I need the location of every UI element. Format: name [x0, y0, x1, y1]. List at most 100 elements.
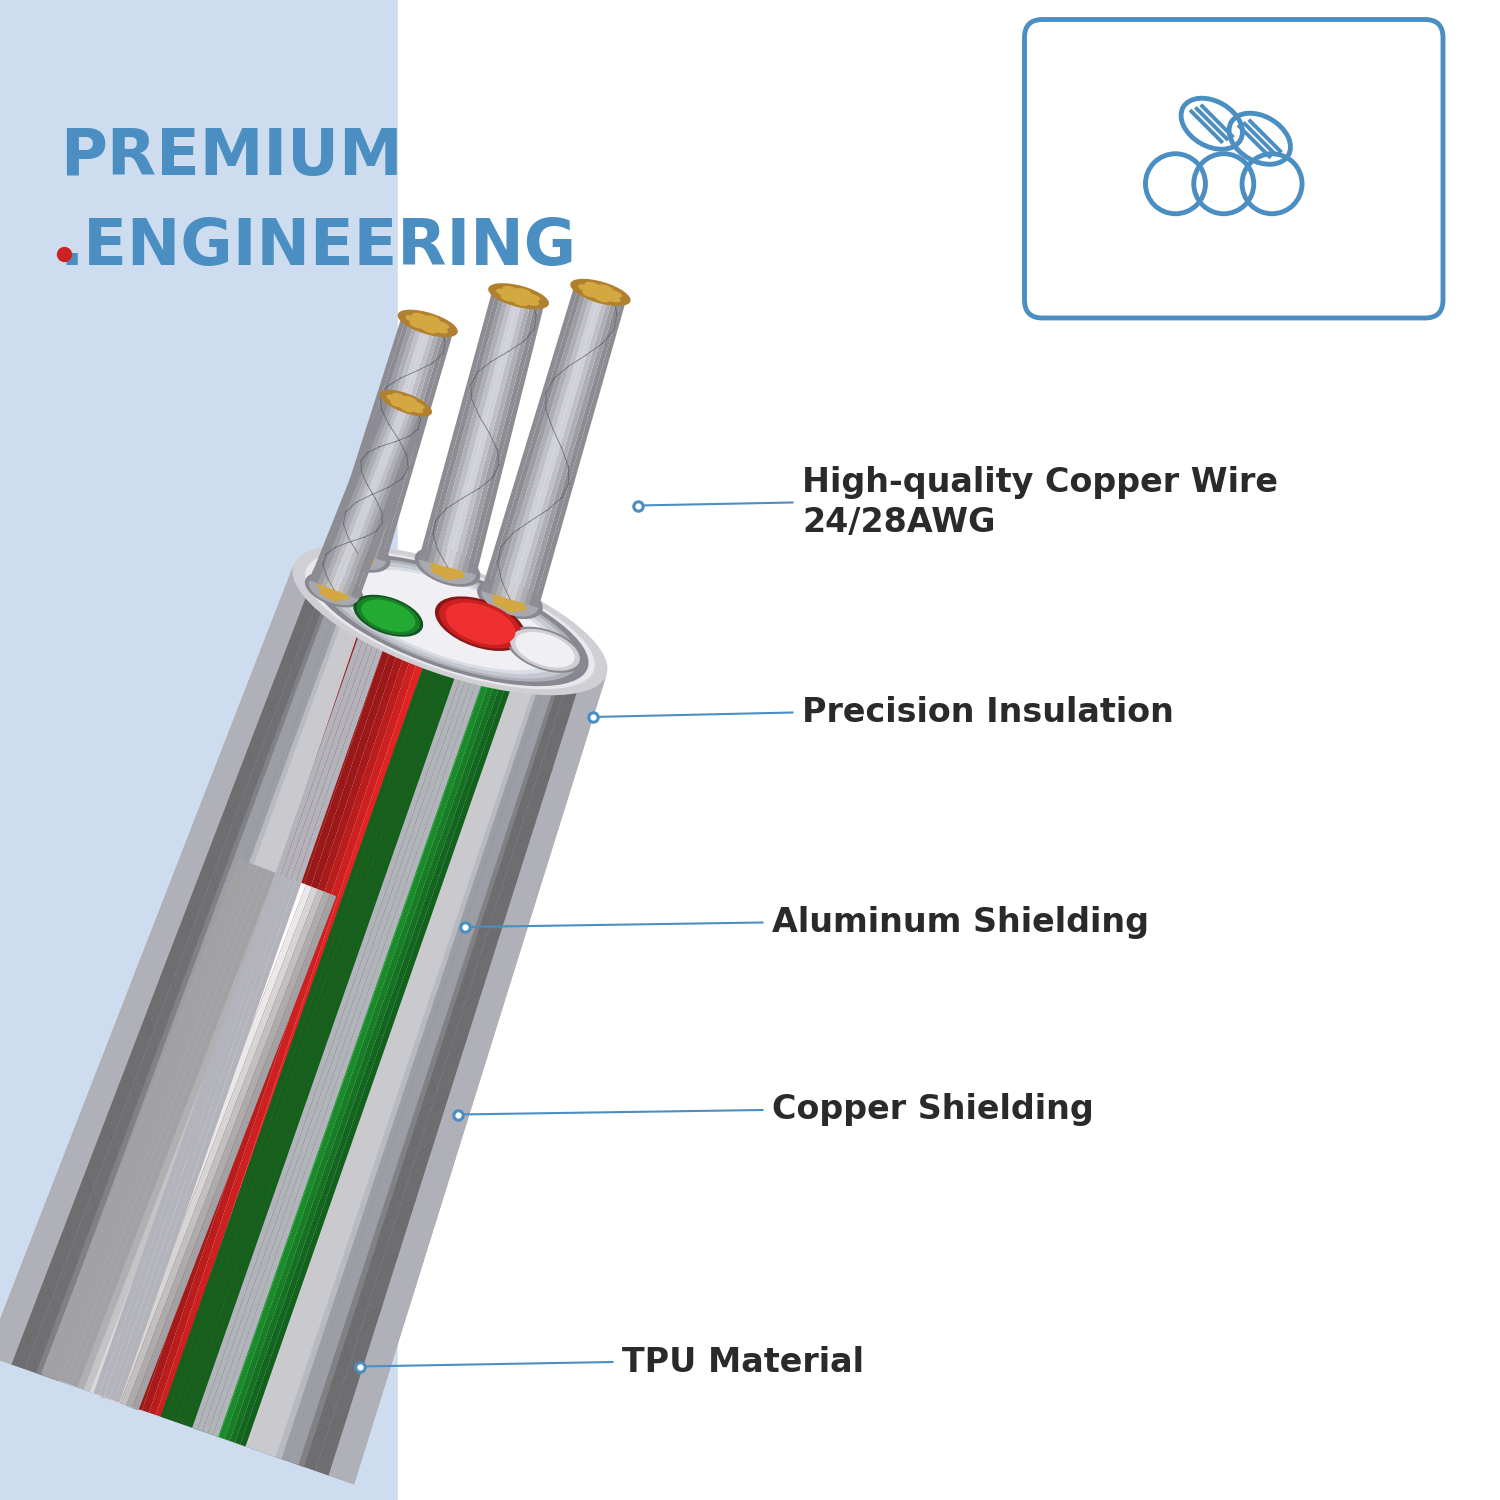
Polygon shape — [129, 603, 407, 1408]
Polygon shape — [64, 586, 363, 1386]
Text: High-quality Copper Wire
24/28AWG: High-quality Copper Wire 24/28AWG — [802, 465, 1278, 540]
Polygon shape — [462, 300, 536, 572]
Ellipse shape — [501, 294, 516, 302]
Ellipse shape — [332, 579, 345, 588]
Polygon shape — [134, 609, 424, 1410]
Polygon shape — [105, 600, 400, 1401]
Ellipse shape — [292, 544, 608, 694]
Ellipse shape — [594, 294, 610, 303]
Polygon shape — [148, 609, 426, 1414]
Ellipse shape — [507, 588, 524, 597]
Polygon shape — [63, 586, 366, 1386]
Text: PREMIUM: PREMIUM — [60, 126, 402, 189]
Ellipse shape — [510, 292, 526, 300]
Polygon shape — [2, 570, 320, 1366]
Polygon shape — [447, 296, 524, 568]
Ellipse shape — [444, 555, 460, 566]
Ellipse shape — [322, 578, 338, 586]
Polygon shape — [96, 880, 300, 1396]
Ellipse shape — [321, 558, 579, 681]
Polygon shape — [170, 620, 464, 1425]
Ellipse shape — [496, 288, 513, 297]
Ellipse shape — [494, 598, 508, 608]
Polygon shape — [302, 660, 573, 1472]
Polygon shape — [148, 614, 441, 1416]
Ellipse shape — [399, 399, 412, 406]
Polygon shape — [490, 288, 588, 596]
Polygon shape — [106, 600, 404, 1401]
Ellipse shape — [488, 284, 549, 309]
Polygon shape — [180, 622, 466, 1426]
Polygon shape — [202, 632, 488, 1432]
Polygon shape — [514, 294, 609, 602]
Polygon shape — [60, 865, 264, 1383]
Ellipse shape — [578, 284, 594, 292]
Polygon shape — [357, 324, 432, 555]
Polygon shape — [128, 608, 422, 1408]
Polygon shape — [290, 656, 562, 1466]
Polygon shape — [204, 628, 482, 1434]
Ellipse shape — [327, 561, 573, 678]
Ellipse shape — [604, 294, 621, 303]
Ellipse shape — [339, 544, 354, 554]
Polygon shape — [46, 582, 352, 1382]
Polygon shape — [171, 621, 456, 1422]
Polygon shape — [519, 296, 614, 603]
Polygon shape — [327, 666, 606, 1485]
Text: TPU Material: TPU Material — [622, 1346, 864, 1378]
Polygon shape — [486, 286, 584, 594]
Ellipse shape — [362, 600, 416, 632]
Ellipse shape — [503, 286, 519, 294]
Polygon shape — [338, 405, 412, 592]
Polygon shape — [352, 322, 428, 554]
Ellipse shape — [350, 548, 366, 558]
Polygon shape — [183, 624, 472, 1430]
Polygon shape — [224, 636, 507, 1443]
Polygon shape — [144, 612, 433, 1414]
Polygon shape — [123, 606, 417, 1407]
Ellipse shape — [414, 548, 480, 586]
Polygon shape — [192, 628, 477, 1430]
Polygon shape — [160, 616, 450, 1420]
Polygon shape — [330, 402, 406, 590]
Polygon shape — [108, 885, 312, 1401]
Polygon shape — [198, 630, 483, 1431]
Polygon shape — [180, 624, 470, 1428]
Ellipse shape — [585, 282, 602, 290]
Polygon shape — [224, 636, 506, 1443]
Ellipse shape — [430, 566, 447, 576]
Polygon shape — [74, 590, 370, 1389]
Polygon shape — [108, 602, 411, 1404]
Polygon shape — [334, 404, 410, 591]
Polygon shape — [482, 285, 579, 592]
Polygon shape — [12, 573, 327, 1370]
Ellipse shape — [354, 542, 370, 550]
Ellipse shape — [513, 594, 529, 604]
Polygon shape — [278, 652, 554, 1461]
Polygon shape — [74, 591, 375, 1390]
Ellipse shape — [514, 288, 531, 296]
Polygon shape — [442, 296, 519, 567]
Polygon shape — [246, 644, 528, 1452]
Polygon shape — [255, 646, 534, 1454]
Polygon shape — [114, 598, 392, 1404]
Polygon shape — [104, 600, 405, 1401]
Polygon shape — [117, 604, 417, 1406]
Polygon shape — [64, 588, 372, 1388]
Polygon shape — [226, 638, 509, 1443]
Polygon shape — [72, 870, 276, 1388]
Polygon shape — [156, 612, 434, 1418]
Polygon shape — [244, 644, 525, 1450]
Ellipse shape — [334, 591, 350, 600]
Polygon shape — [153, 615, 442, 1418]
Polygon shape — [76, 591, 375, 1390]
Polygon shape — [272, 652, 549, 1460]
Polygon shape — [326, 400, 402, 588]
Polygon shape — [126, 606, 418, 1407]
Polygon shape — [68, 588, 368, 1388]
Polygon shape — [201, 628, 489, 1436]
Polygon shape — [192, 627, 478, 1431]
Polygon shape — [92, 596, 392, 1396]
Ellipse shape — [345, 570, 555, 670]
Polygon shape — [84, 594, 384, 1394]
